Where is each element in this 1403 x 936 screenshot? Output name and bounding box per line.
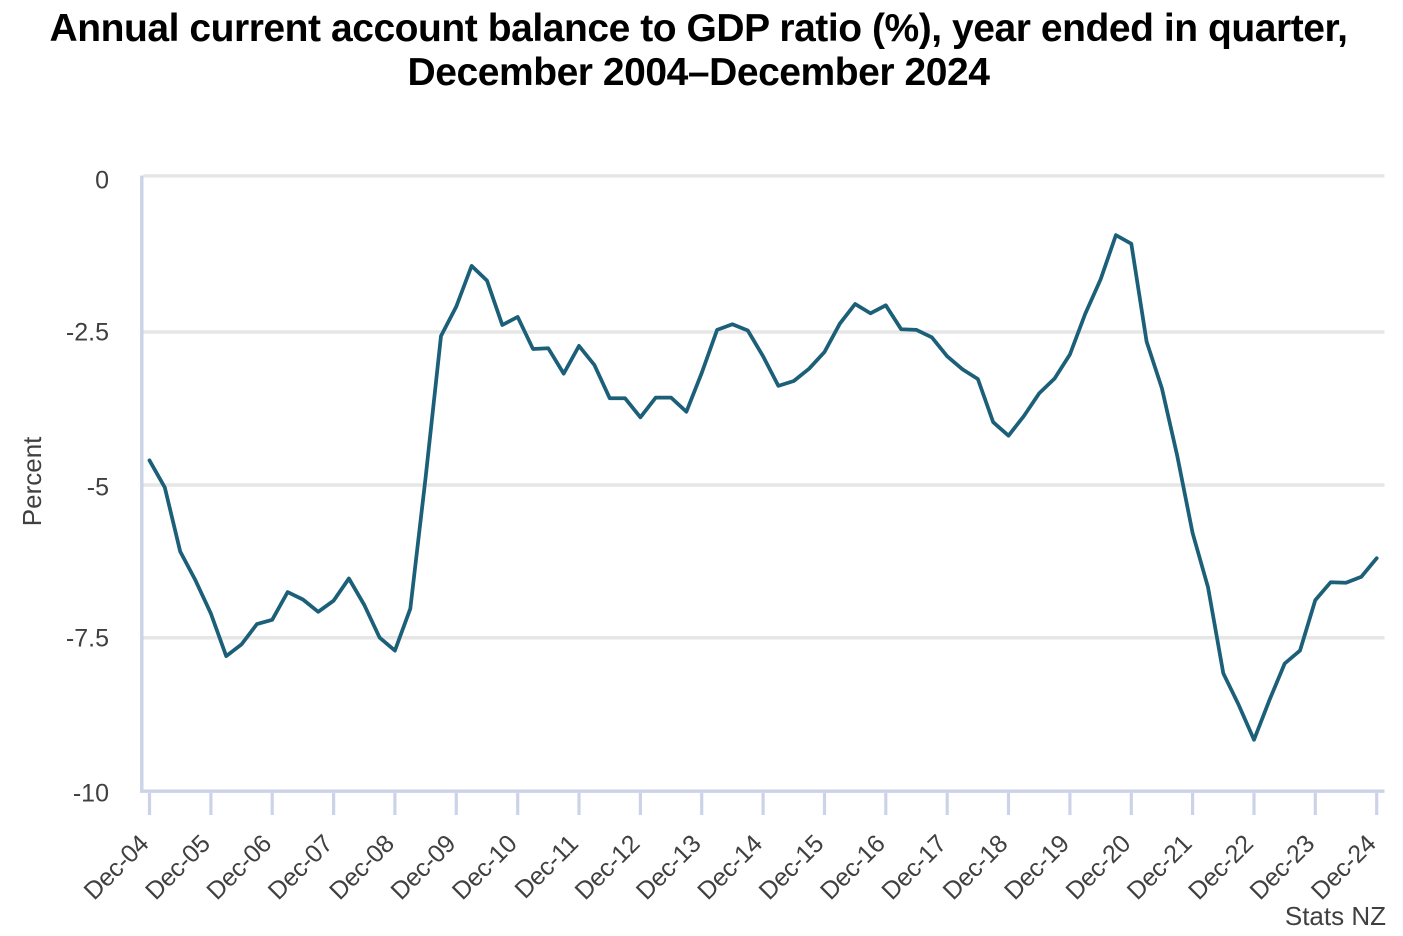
svg-text:-5: -5 bbox=[87, 474, 109, 502]
svg-text:Dec-10: Dec-10 bbox=[447, 830, 523, 906]
svg-text:Dec-12: Dec-12 bbox=[570, 830, 646, 906]
svg-text:Dec-21: Dec-21 bbox=[1122, 830, 1198, 906]
svg-text:Stats NZ: Stats NZ bbox=[1285, 901, 1386, 931]
svg-text:Dec-06: Dec-06 bbox=[201, 830, 277, 906]
svg-text:Dec-23: Dec-23 bbox=[1244, 830, 1320, 906]
svg-text:Dec-15: Dec-15 bbox=[754, 830, 830, 906]
svg-text:Dec-09: Dec-09 bbox=[385, 830, 461, 906]
svg-text:Dec-16: Dec-16 bbox=[815, 830, 891, 906]
svg-text:Dec-20: Dec-20 bbox=[1060, 830, 1136, 906]
svg-text:Dec-22: Dec-22 bbox=[1183, 830, 1259, 906]
svg-text:-7.5: -7.5 bbox=[66, 625, 109, 653]
svg-text:-2.5: -2.5 bbox=[66, 318, 109, 346]
svg-text:Dec-08: Dec-08 bbox=[324, 830, 400, 906]
svg-text:Dec-05: Dec-05 bbox=[140, 830, 216, 906]
svg-text:Percent: Percent bbox=[17, 436, 47, 526]
svg-text:Dec-13: Dec-13 bbox=[631, 830, 707, 906]
svg-text:Dec-11: Dec-11 bbox=[509, 830, 583, 904]
svg-text:Dec-18: Dec-18 bbox=[938, 830, 1014, 906]
svg-text:Dec-24: Dec-24 bbox=[1306, 829, 1382, 905]
svg-text:Dec-04: Dec-04 bbox=[79, 829, 155, 905]
svg-text:-10: -10 bbox=[73, 779, 109, 807]
svg-text:Dec-17: Dec-17 bbox=[876, 830, 952, 906]
svg-text:0: 0 bbox=[95, 166, 109, 194]
svg-text:Dec-19: Dec-19 bbox=[999, 830, 1075, 906]
svg-text:Dec-07: Dec-07 bbox=[263, 830, 339, 906]
svg-text:Dec-14: Dec-14 bbox=[692, 829, 768, 905]
